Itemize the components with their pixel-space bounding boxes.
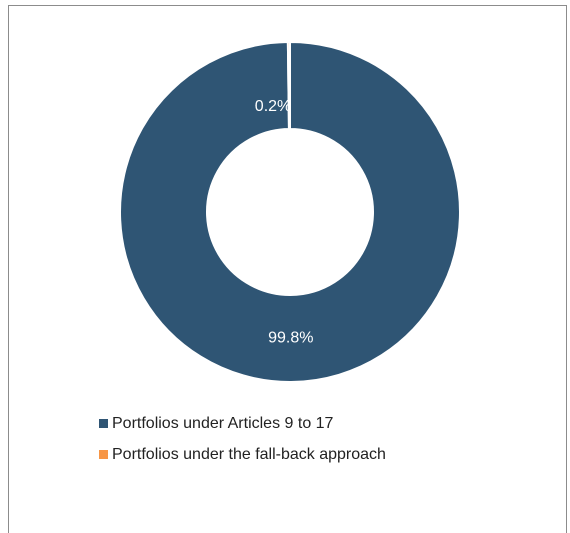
data-label: 99.8% [268, 330, 313, 347]
legend: Portfolios under Articles 9 to 17 Portfol… [99, 415, 386, 463]
donut-slice [286, 40, 291, 131]
donut-slice [119, 40, 461, 383]
legend-swatch [99, 450, 108, 459]
data-label: 0.2% [255, 98, 291, 115]
legend-text: Portfolios under Articles 9 to 17 [112, 415, 334, 432]
legend-swatch [99, 419, 108, 428]
legend-text: Portfolios under the fall-back approach [112, 446, 386, 463]
donut: 99.8% 0.2% [119, 40, 461, 383]
chart-border [8, 5, 567, 533]
